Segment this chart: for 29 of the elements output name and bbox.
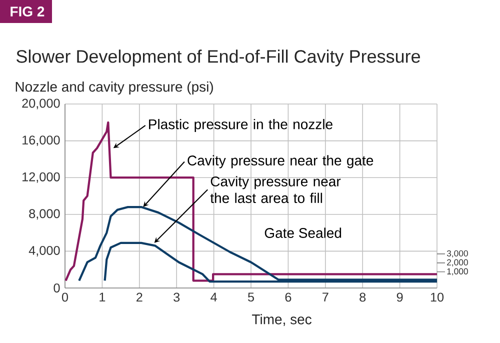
y-tick-label: 16,000 [22, 136, 60, 146]
y-tick-label: 0 [54, 284, 60, 292]
x-tick-label: 3 [174, 292, 180, 302]
y2-tick-label: 2,000 [447, 259, 468, 266]
x-tick-label: 7 [322, 292, 328, 302]
x-tick-label: 10 [430, 292, 444, 302]
annotation: Plastic pressure in the nozzle [149, 118, 332, 132]
x-tick-label: 0 [62, 292, 68, 302]
annotation: Gate Sealed [264, 228, 342, 238]
y2-tick-label: 3,000 [446, 250, 468, 258]
x-tick-label: 9 [396, 292, 403, 302]
x-tick-label: 8 [360, 292, 366, 302]
y2-tick-label: 1,000 [447, 268, 468, 276]
chart-title: Slower Development of End-of-Fill Cavity Pressure [16, 50, 420, 66]
y-tick-label: 8,000 [29, 209, 60, 220]
x-axis-title: Time, sec [252, 314, 312, 326]
line-series [64, 121, 438, 282]
x-tick-label: 5 [248, 292, 254, 302]
annotation: Cavity pressure near the last area to fill [210, 176, 341, 204]
x-tick-label: 1 [100, 292, 106, 302]
x-tick-label: 4 [210, 292, 217, 302]
y-tick-label: 20,000 [22, 98, 60, 110]
y-tick-label: 4,000 [28, 246, 60, 256]
caption: FIG 2 [10, 6, 44, 16]
y-tick-label: 12,000 [22, 172, 60, 183]
x-tick-label: 6 [285, 292, 292, 302]
y-axis-title: Nozzle and cavity pressure (psi) [16, 81, 213, 95]
x-tick-label: 2 [136, 292, 142, 302]
annotation: Cavity pressure near the gate [188, 155, 374, 168]
